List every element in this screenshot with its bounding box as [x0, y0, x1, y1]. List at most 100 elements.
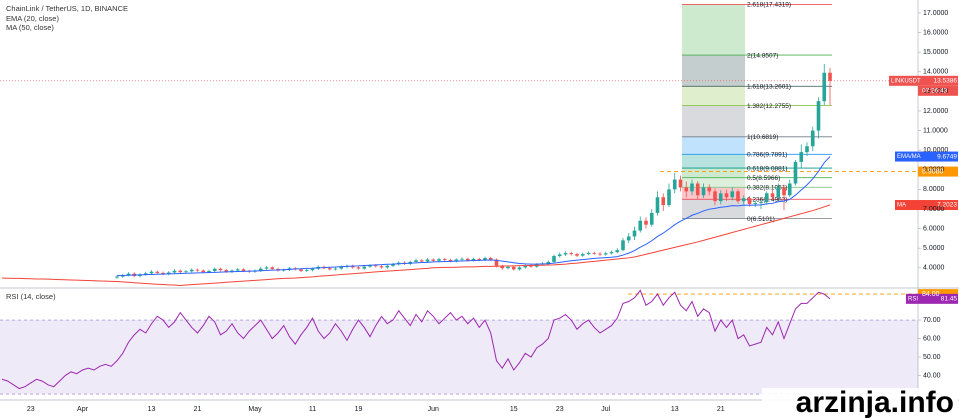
- candle-body: [655, 197, 660, 213]
- series-tag-value: 7.2023: [937, 202, 957, 209]
- candle-body: [517, 267, 522, 270]
- y-tick-label: 50.00: [923, 354, 941, 361]
- series-tag: [895, 200, 958, 211]
- candle-body: [414, 260, 418, 262]
- candle-body: [580, 254, 585, 256]
- fib-label: 0.618(9.0881): [747, 165, 787, 172]
- fib-label: 2(14.8507): [747, 52, 778, 59]
- watermark: arzinja.info: [796, 386, 954, 418]
- series-tag: [895, 151, 958, 162]
- candle-body: [310, 268, 315, 271]
- fib-label: 2.618(17.4319): [747, 2, 791, 9]
- candle-body: [638, 220, 643, 231]
- y-tick-label: 9.0000: [923, 167, 945, 174]
- candle-body: [373, 265, 378, 267]
- candle-body: [557, 254, 562, 257]
- candle-body: [178, 270, 183, 273]
- candle-body: [644, 220, 648, 225]
- y-tick-label: 10.0000: [923, 147, 948, 154]
- candle-body: [609, 252, 614, 254]
- candle-body: [155, 271, 160, 273]
- candle-body: [368, 265, 372, 267]
- y-tick-label: 60.00: [923, 335, 941, 342]
- candle-body: [437, 259, 441, 261]
- candle-body: [511, 266, 516, 270]
- watermark-bg: [762, 388, 958, 417]
- y-tick-label: 13.0000: [923, 88, 948, 95]
- candle-body: [678, 179, 683, 188]
- y-tick-label: 17.0000: [923, 10, 948, 17]
- candle-body: [649, 212, 654, 225]
- candle-body: [212, 268, 217, 271]
- candle-body: [672, 179, 677, 190]
- candle-body: [143, 273, 148, 275]
- candle-body: [799, 152, 804, 162]
- x-tick-label: Jun: [428, 406, 439, 413]
- candle-body: [793, 161, 798, 184]
- candle-body: [488, 258, 493, 260]
- candle-body: [615, 250, 620, 253]
- y-tick-label: 16.0000: [923, 29, 948, 36]
- candle-body: [483, 258, 487, 260]
- countdown-tag: [918, 85, 958, 96]
- candle-body: [759, 202, 763, 204]
- candle-body: [195, 269, 200, 271]
- candle-body: [391, 264, 395, 266]
- candle-body: [724, 193, 729, 198]
- candle-body: [787, 183, 792, 196]
- candle-body: [465, 258, 470, 261]
- candle-body: [632, 230, 637, 237]
- series-tag-value: 9.6749: [937, 153, 957, 160]
- indicator-line: [116, 156, 831, 277]
- candle-body: [569, 253, 574, 255]
- y-tick-label: 14.0000: [923, 69, 948, 76]
- fib-band: [682, 177, 745, 188]
- candle-body: [356, 267, 361, 269]
- x-tick-label: Apr: [77, 406, 89, 413]
- price-tag: [889, 75, 958, 86]
- x-tick-label: 23: [556, 406, 564, 413]
- candle-body: [592, 252, 597, 254]
- fib-label: 1.382(12.2755): [747, 103, 791, 110]
- y-tick-label: 12.0000: [923, 108, 948, 115]
- fib-band: [682, 86, 745, 106]
- candle-body: [126, 273, 131, 276]
- x-tick-label: 19: [355, 406, 363, 413]
- candle-body: [736, 191, 740, 202]
- candle-body: [552, 256, 556, 262]
- candle-body: [661, 197, 666, 206]
- candle-body: [753, 203, 758, 205]
- candle-body: [506, 266, 510, 269]
- fib-band: [682, 154, 745, 169]
- x-tick-label: 13: [148, 406, 156, 413]
- candle-body: [690, 183, 694, 192]
- x-tick-label: 15: [510, 406, 518, 413]
- candle-body: [115, 276, 119, 278]
- fib-band: [682, 55, 745, 87]
- countdown: 07:26:43: [922, 88, 948, 95]
- x-tick-label: 21: [717, 406, 725, 413]
- candle-body: [264, 267, 269, 269]
- candle-body: [477, 258, 482, 260]
- fib-label: 1.618(13.2601): [747, 83, 791, 90]
- y-tick-label: 11.0000: [923, 127, 948, 134]
- candle-body: [230, 270, 234, 272]
- fib-label: 0.382(8.1051): [747, 185, 787, 192]
- candle-body: [304, 270, 309, 271]
- candle-body: [327, 268, 332, 270]
- chart-title: ChainLink / TetherUS, 1D, BINANCE: [6, 4, 128, 13]
- candle-body: [621, 240, 625, 251]
- y-tick-label: 40.00: [923, 372, 941, 379]
- candle-body: [189, 269, 194, 272]
- y-tick-label: 4.0000: [923, 265, 945, 272]
- x-tick-label: May: [248, 406, 262, 413]
- candle-body: [149, 271, 154, 274]
- candle-body: [810, 130, 815, 147]
- candle-body: [586, 252, 591, 255]
- candle-body: [471, 258, 476, 261]
- candle-body: [362, 266, 367, 269]
- candle-body: [695, 183, 700, 196]
- series-tag: [906, 293, 958, 304]
- candle-body: [494, 259, 499, 266]
